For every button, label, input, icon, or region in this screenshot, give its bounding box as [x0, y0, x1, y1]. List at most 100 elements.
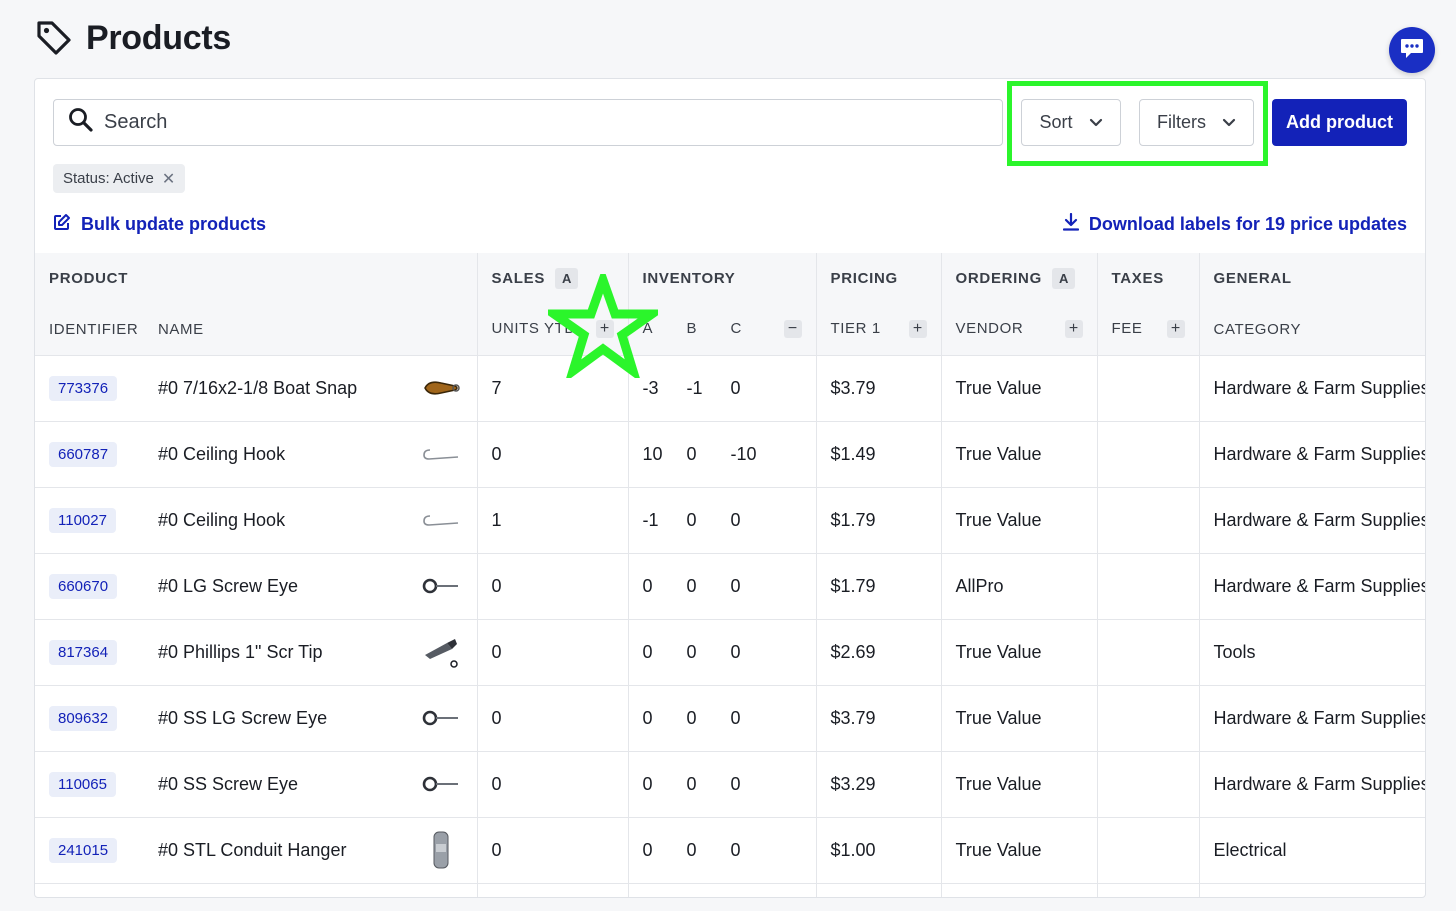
cell-vendor: True Value: [940, 816, 1098, 883]
table-row[interactable]: 817364 #0 Phillips 1" Scr Tip 0 0 0 0 $2.69 Tru…: [35, 618, 1425, 685]
identifier-pill[interactable]: 817364: [49, 639, 118, 665]
cell-inv-b: 0: [686, 839, 697, 860]
cell-inventory: 0 0 0: [627, 618, 817, 685]
cell-inventory: 0 0 0: [627, 684, 817, 751]
table-row[interactable]: 809632 #0 SS LG Screw Eye 0 0 0 0 $3.79 True Va…: [35, 684, 1425, 751]
cell-inv-a: 0: [642, 575, 653, 596]
cell-category: Hardware & Farm Supplies: [1198, 552, 1425, 619]
product-thumbnail: [419, 368, 463, 408]
download-labels-label: Download labels for 19 price updates: [1088, 214, 1407, 234]
cell-tier1: [815, 882, 942, 897]
group-ordering[interactable]: ORDERING A: [940, 253, 1098, 304]
product-name[interactable]: #0 LG Screw Eye: [158, 575, 299, 596]
identifier-pill[interactable]: 809632: [49, 705, 118, 731]
cell-inv-b: 0: [686, 641, 697, 662]
table-row[interactable]: 110065 #0 SS Screw Eye 0 0 0 0 $3.29 True Value…: [35, 750, 1425, 817]
identifier-pill[interactable]: 660670: [49, 573, 118, 599]
filters-button[interactable]: Filters: [1139, 99, 1254, 146]
col-inv-c[interactable]: C: [730, 320, 742, 338]
add-product-button[interactable]: Add product: [1272, 99, 1407, 146]
col-vendor[interactable]: VENDOR +: [940, 304, 1098, 355]
table-row[interactable]: 241015 #0 STL Conduit Hanger 0 0 0 0 $1.00 True…: [35, 816, 1425, 883]
col-fee-label: FEE: [1111, 320, 1143, 338]
product-name[interactable]: #0 STL Conduit Hanger: [158, 839, 347, 860]
group-pricing[interactable]: PRICING: [815, 253, 942, 304]
cell-inv-b: 0: [686, 575, 697, 596]
expand-taxes-icon[interactable]: +: [1166, 320, 1185, 339]
col-inv-a[interactable]: A: [642, 320, 654, 338]
col-inv-b[interactable]: B: [686, 320, 698, 338]
product-name[interactable]: #0 Ceiling Hook: [158, 443, 286, 464]
search-input[interactable]: [104, 111, 964, 134]
cell-tier1: $3.79: [815, 684, 942, 751]
column-header-row: IDENTIFIER NAME UNITS YTD + A B C − TIER 1…: [35, 304, 1425, 355]
group-inventory[interactable]: INVENTORY: [627, 253, 817, 304]
col-identifier[interactable]: IDENTIFIER: [35, 304, 144, 355]
products-table: PRODUCT SALES A INVENTORY PRICING ORDERIN…: [35, 253, 1425, 897]
identifier-pill[interactable]: 110027: [49, 507, 116, 533]
cell-vendor: True Value: [940, 420, 1098, 487]
cell-units-ytd: 0: [476, 816, 629, 883]
col-tier1[interactable]: TIER 1 +: [815, 304, 942, 355]
table-row[interactable]: 660670 #0 LG Screw Eye 0 0 0 0 $1.79 AllPro Hard…: [35, 552, 1425, 619]
cell-identifier: 110065: [35, 750, 144, 817]
cell-identifier: 809632: [35, 684, 144, 751]
group-sales[interactable]: SALES A: [476, 253, 629, 304]
identifier-pill[interactable]: 660787: [49, 441, 118, 467]
table-row[interactable]: 110027 #0 Ceiling Hook 1 -1 0 0 $1.79 True Valu…: [35, 486, 1425, 553]
col-vendor-label: VENDOR: [955, 320, 1024, 338]
product-name[interactable]: #0 7/16x2-1/8 Boat Snap: [158, 377, 358, 398]
sort-button[interactable]: Sort: [1021, 99, 1121, 146]
cell-fee: [1096, 750, 1200, 817]
product-thumbnail: [419, 896, 463, 897]
col-name[interactable]: NAME: [144, 304, 478, 355]
cell-name: #0 Ceiling Hook: [144, 486, 478, 553]
download-labels-link[interactable]: Download labels for 19 price updates: [1062, 212, 1407, 236]
table-row[interactable]: [35, 882, 1425, 897]
group-taxes[interactable]: TAXES: [1096, 253, 1200, 304]
cell-identifier: 817364: [35, 618, 144, 685]
cell-identifier: 660670: [35, 552, 144, 619]
search-box[interactable]: [53, 99, 1003, 146]
expand-sales-icon[interactable]: +: [595, 320, 614, 339]
product-thumbnail: [419, 566, 463, 606]
product-name[interactable]: #0 SS LG Screw Eye: [158, 707, 328, 728]
identifier-pill[interactable]: 110065: [49, 771, 116, 797]
cell-tier1: $1.00: [815, 816, 942, 883]
table-row[interactable]: 773376 #0 7/16x2-1/8 Boat Snap 7 -3 -1 0 $3.79…: [35, 354, 1425, 421]
edit-icon: [53, 213, 71, 236]
chevron-down-icon: [1222, 112, 1236, 133]
col-units-ytd[interactable]: UNITS YTD +: [476, 304, 629, 355]
cell-inv-a: 0: [642, 707, 653, 728]
group-general[interactable]: GENERAL: [1198, 253, 1425, 304]
cell-inv-c: 0: [730, 707, 741, 728]
cell-inv-a: 0: [642, 641, 653, 662]
cell-units-ytd: 0: [476, 618, 629, 685]
identifier-pill[interactable]: 241015: [49, 837, 118, 863]
cell-category: Hardware & Farm Supplies: [1198, 420, 1425, 487]
chat-button[interactable]: [1389, 27, 1435, 73]
product-thumbnail: [419, 830, 463, 870]
chevron-down-icon: [1089, 112, 1103, 133]
identifier-pill[interactable]: 773376: [49, 375, 118, 401]
cell-fee: [1096, 486, 1200, 553]
expand-pricing-icon[interactable]: +: [908, 320, 927, 339]
table-row[interactable]: 660787 #0 Ceiling Hook 0 10 0 -10 $1.49 True Va…: [35, 420, 1425, 487]
cell-inventory: 0 0 0: [627, 750, 817, 817]
col-category[interactable]: CATEGORY: [1198, 304, 1425, 355]
cell-vendor: True Value: [940, 486, 1098, 553]
product-name[interactable]: #0 Ceiling Hook: [158, 509, 286, 530]
cell-inv-c: 0: [730, 839, 741, 860]
cell-inv-c: 0: [730, 575, 741, 596]
cell-vendor: AllPro: [940, 552, 1098, 619]
col-fee[interactable]: FEE +: [1096, 304, 1200, 355]
cell-fee: [1096, 618, 1200, 685]
close-icon[interactable]: ✕: [161, 170, 176, 188]
product-name[interactable]: #0 Phillips 1" Scr Tip: [158, 641, 323, 662]
bulk-update-link[interactable]: Bulk update products: [53, 213, 266, 236]
collapse-inventory-icon[interactable]: −: [783, 320, 802, 339]
cell-inventory: 10 0 -10: [627, 420, 817, 487]
product-name[interactable]: #0 SS Screw Eye: [158, 773, 299, 794]
cell-fee: [1096, 816, 1200, 883]
expand-ordering-icon[interactable]: +: [1064, 320, 1083, 339]
